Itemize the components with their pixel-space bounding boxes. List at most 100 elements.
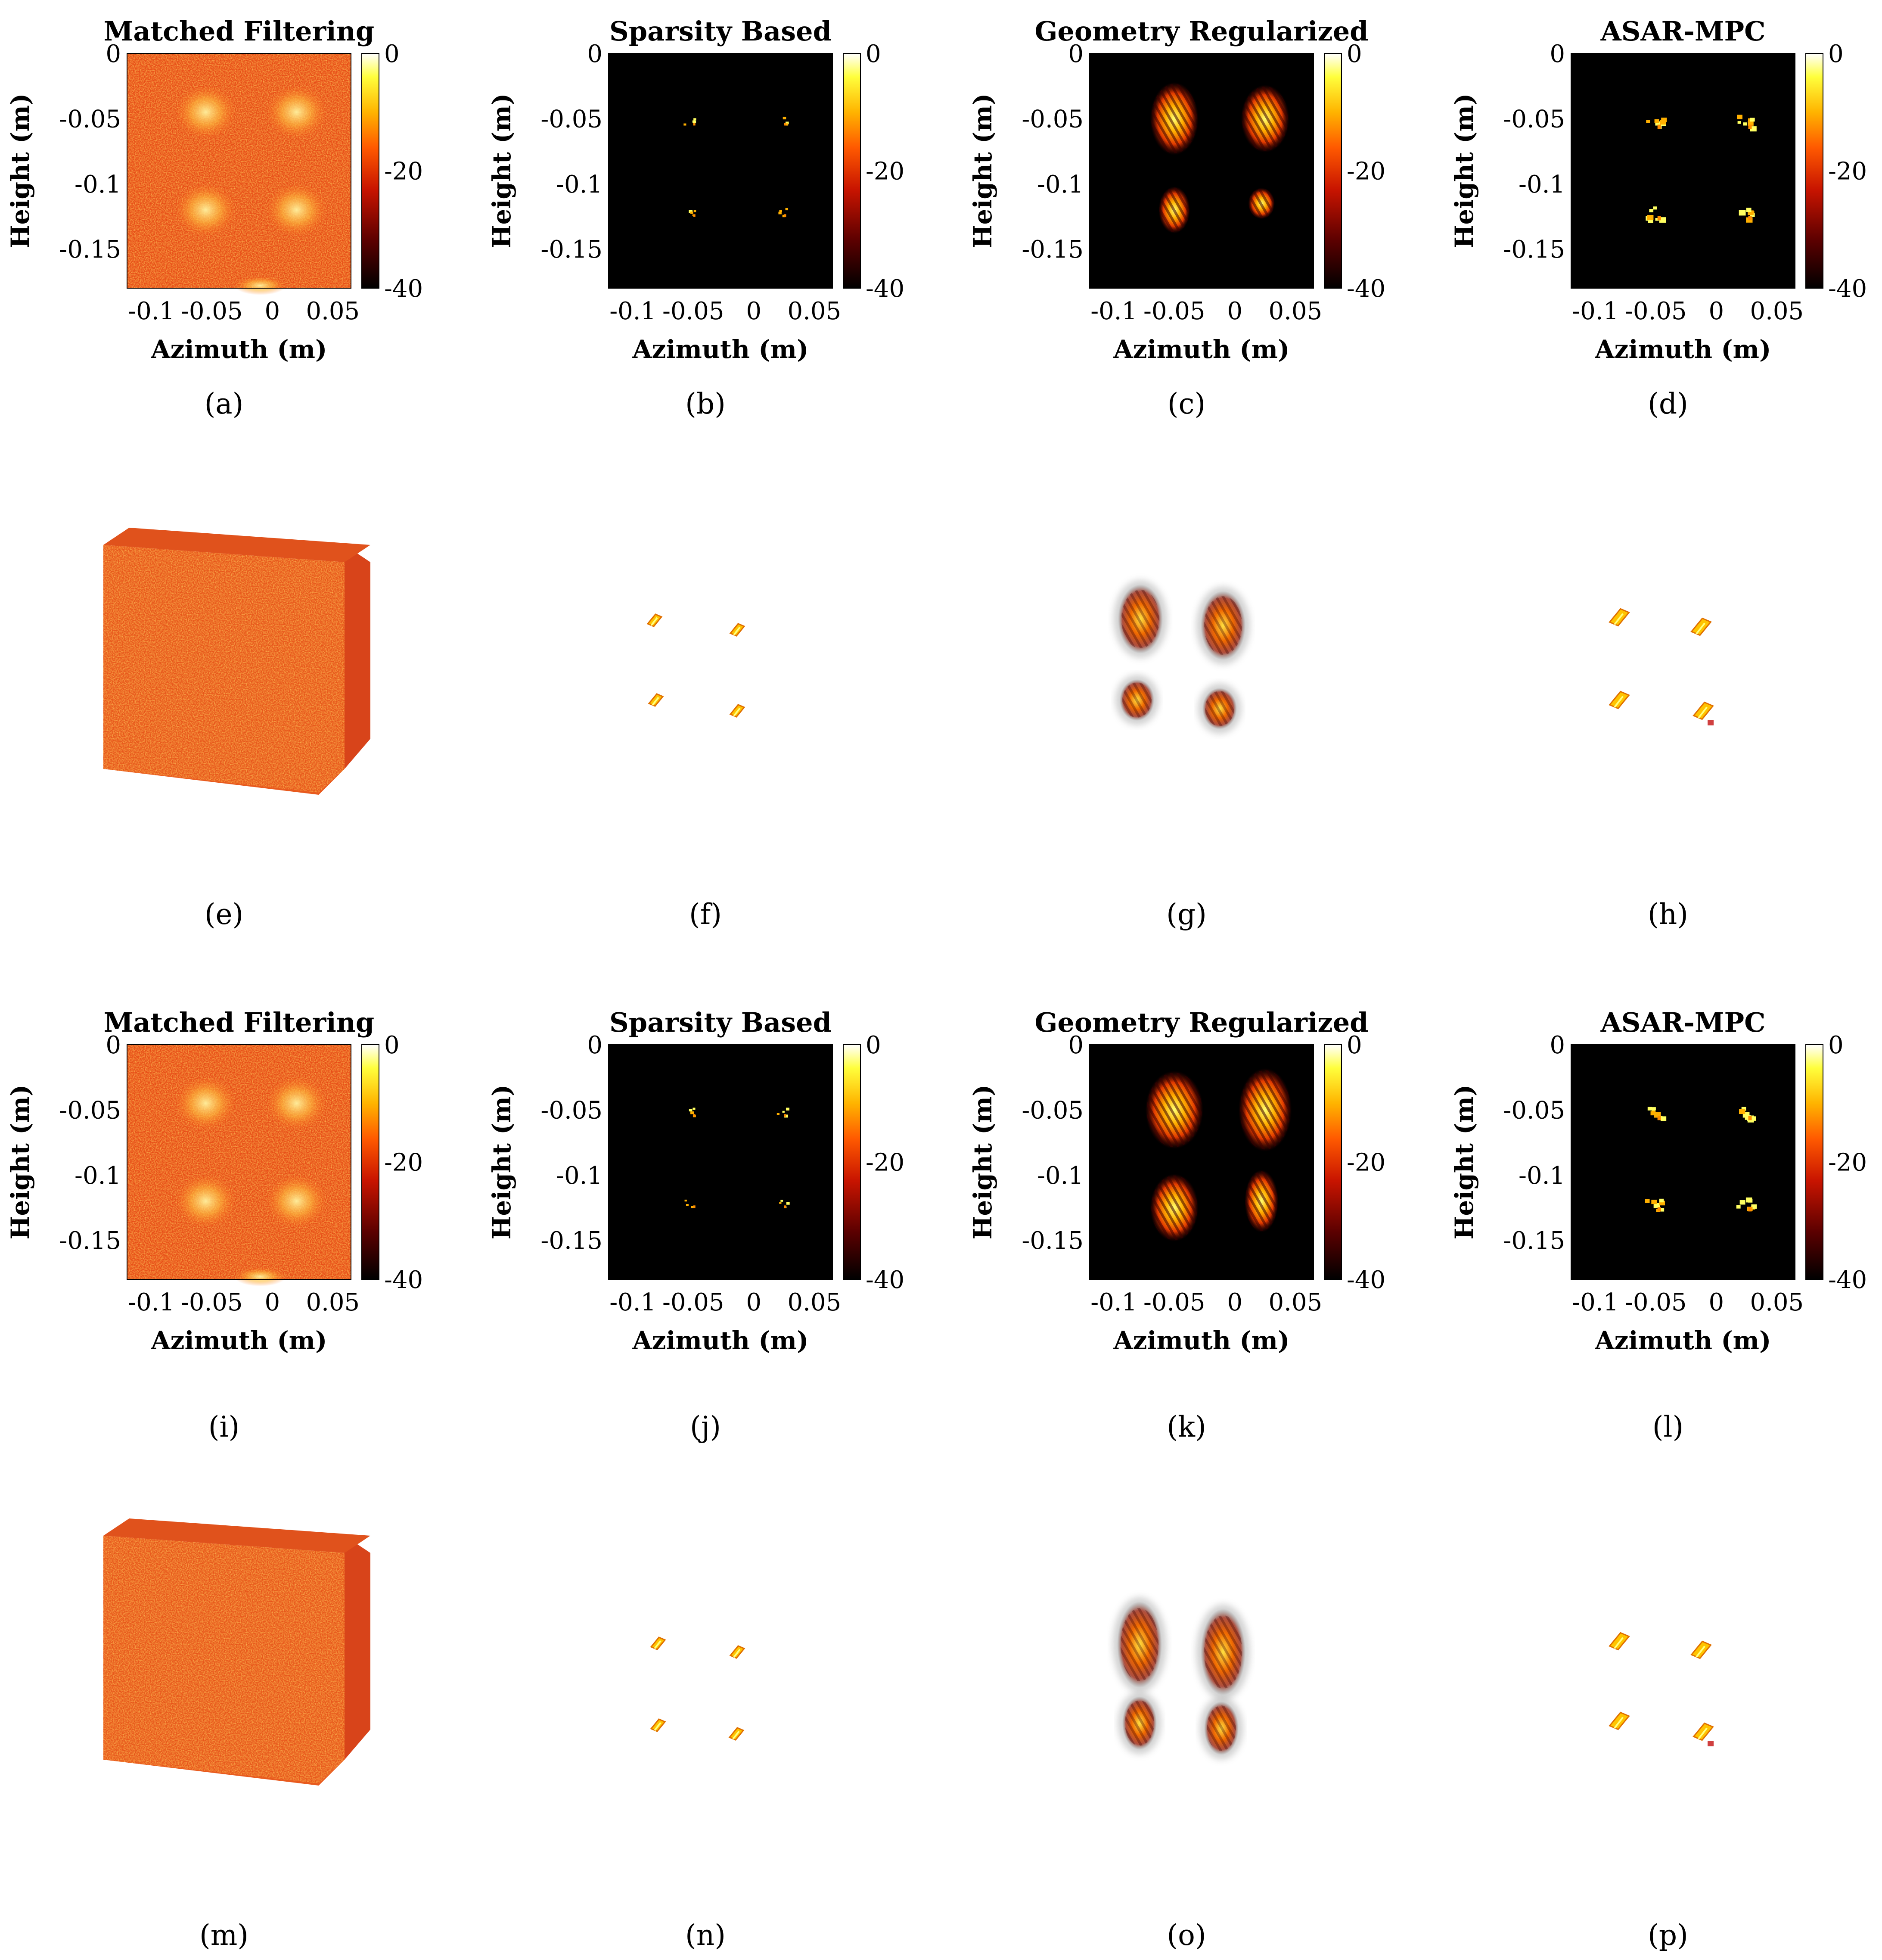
volume-scatterer-highlight [654,1640,661,1649]
y-tick-label: -0.1 [556,171,602,199]
x-tick-label: 0 [746,1288,761,1316]
blob-texture [1248,188,1274,218]
axes-frame [1571,1044,1795,1280]
panel-g: (g) [1114,580,1250,931]
cube-top-face [103,528,370,562]
panel-h: (h) [1609,608,1714,931]
point-scatterer [1650,1111,1656,1116]
colorbar-tick-label: -20 [384,158,423,186]
point-scatterer [693,210,696,212]
y-tick-label: -0.15 [1022,1227,1084,1255]
axes-frame [1089,1044,1314,1280]
cube-speckle-dark [103,1536,345,1783]
colorbar [1324,53,1342,289]
volume-scatterer-highlight [1696,1646,1705,1658]
y-tick-label: -0.05 [59,105,121,133]
point-scatterer [1651,1199,1657,1204]
y-tick-label: -0.15 [540,236,602,264]
y-tick-label: 0 [1068,1031,1084,1059]
chart-title: Geometry Regularized [1034,16,1368,47]
subfigure-label: (f) [689,898,722,931]
y-axis-label: Height (m) [487,93,516,249]
colorbar-tick-label: -20 [866,158,904,186]
x-tick-label: -0.1 [1090,297,1137,325]
y-tick-label: -0.05 [59,1096,121,1124]
x-tick-label: 0.05 [787,1288,841,1316]
point-scatterer [684,1199,687,1202]
panel-d: ASAR-MPC-0.1 -0.05 0 0.050-0.05-0.1-0.15Azi… [1450,16,1867,420]
volume-scatterer-highlight [1614,1717,1624,1729]
blob-texture [1146,1073,1202,1147]
colorbar-tick-label: 0 [1347,40,1362,68]
target-glow [175,1174,236,1228]
point-scatterer [690,1111,694,1114]
axes-frame [127,53,351,289]
point-scatterer [783,116,786,120]
panel-k: Geometry Regularized-0.1 -0.05 0 0.050-0.05… [968,1007,1385,1444]
panel-l: ASAR-MPC-0.1 -0.05 0 0.050-0.05-0.1-0.15Azi… [1450,1007,1867,1444]
point-scatterer [1748,210,1754,215]
point-scatterer [785,121,789,124]
panel-c: Geometry Regularized-0.1 -0.05 0 0.050-0.05… [968,16,1385,420]
point-scatterer [693,123,696,126]
panel-j: Sparsity Based-0.1 -0.05 0 0.050-0.05-0.1-0… [487,1007,904,1444]
x-axis-label: Azimuth (m) [1595,335,1771,364]
point-scatterer [1750,118,1755,122]
x-axis-label: Azimuth (m) [1113,1326,1290,1355]
target-glow [266,183,327,237]
point-scatterer [785,123,789,126]
panel-i: Matched Filtering-0.1 -0.05 0 0.050-0.05-0.… [6,1007,423,1444]
x-axis-label: Azimuth (m) [151,335,327,364]
x-tick-label: 0 [1227,1288,1242,1316]
subfigure-label: (k) [1167,1410,1206,1444]
point-scatterer [1657,1116,1661,1120]
x-tick-label: 0.05 [306,297,360,325]
volume-texture [1122,682,1152,718]
point-scatterer [693,118,696,121]
subfigure-label: (m) [199,1919,248,1952]
target-glow [175,85,236,139]
y-tick-label: 0 [106,1031,121,1059]
subfigure-label: (c) [1168,387,1205,420]
point-scatterer [1659,217,1666,223]
point-scatterer [784,214,786,217]
subfigure-label: (o) [1167,1919,1206,1952]
y-axis-label: Height (m) [6,1085,35,1240]
x-tick-label: -0.05 [1143,1288,1205,1316]
subfigure-label: (l) [1652,1410,1684,1444]
point-scatterer [1741,1107,1746,1111]
colorbar [843,1044,861,1280]
y-axis-label: Height (m) [1450,1085,1479,1240]
blob-texture [1159,187,1189,233]
x-tick-label: 0 [1708,1288,1724,1316]
colorbar-tick-label: 0 [866,40,881,68]
cube-speckle-dark [103,545,345,793]
volume-scatterer-highlight [654,1722,661,1731]
y-axis-label: Height (m) [6,93,35,249]
volume-scatterer-highlight [1614,613,1624,625]
x-axis-label: Azimuth (m) [632,335,809,364]
plot-area [609,53,832,288]
panel-m: (m) [103,1518,370,1952]
point-scatterer [1748,1199,1753,1203]
x-tick-label: -0.1 [609,1288,656,1316]
point-scatterer [689,1108,693,1112]
point-scatterer [1655,218,1659,221]
y-tick-label: -0.15 [1022,236,1084,264]
point-scatterer [1748,124,1752,129]
y-tick-label: -0.05 [1022,1096,1084,1124]
cube-side-face [345,1536,370,1760]
volume-texture [1204,1615,1242,1689]
point-scatterer [1653,206,1657,210]
colorbar-tick-label: -20 [866,1149,904,1177]
volume-scatterer-highlight [733,626,741,636]
x-tick-label: 0 [746,297,761,325]
volume-scatterer-highlight [733,1649,741,1658]
noise-speckle-dark [127,53,351,288]
point-scatterer [1645,1199,1650,1203]
point-scatterer [693,1205,696,1208]
blob-texture [1151,84,1198,153]
chart-title: ASAR-MPC [1600,1007,1766,1038]
point-scatterer [1659,1207,1665,1212]
point-scatterer [1743,122,1747,126]
